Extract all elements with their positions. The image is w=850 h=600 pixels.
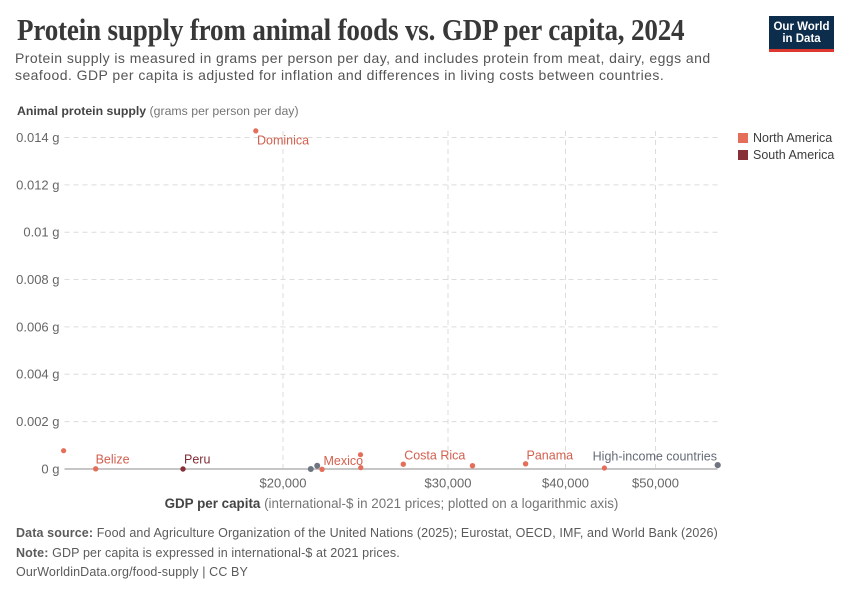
svg-text:0 g: 0 g [41,462,59,477]
svg-text:Costa Rica: Costa Rica [404,449,465,463]
svg-text:0.01 g: 0.01 g [23,225,59,240]
svg-text:Peru: Peru [184,452,210,466]
svg-text:High-income countries: High-income countries [593,449,717,463]
svg-text:$20,000: $20,000 [260,476,307,491]
svg-text:0.008 g: 0.008 g [16,272,59,287]
svg-text:Dominica: Dominica [257,134,309,148]
svg-text:0.012 g: 0.012 g [16,177,59,192]
svg-text:Mexico: Mexico [324,454,364,468]
svg-text:0.006 g: 0.006 g [16,319,59,334]
svg-text:$50,000: $50,000 [632,476,679,491]
svg-text:0.014 g: 0.014 g [16,130,59,145]
svg-text:Belize: Belize [96,452,130,466]
svg-text:Panama: Panama [527,449,574,463]
svg-text:GDP per capita (international-: GDP per capita (international-$ in 2021 … [165,496,619,511]
svg-text:$30,000: $30,000 [425,476,472,491]
svg-text:0.004 g: 0.004 g [16,367,59,382]
svg-text:0.002 g: 0.002 g [16,414,59,429]
svg-text:$40,000: $40,000 [542,476,589,491]
